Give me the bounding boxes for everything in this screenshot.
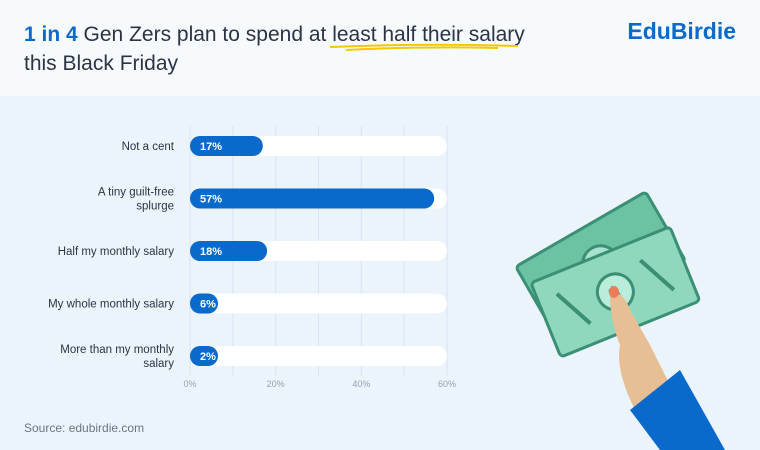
- bar-value-label: 2%: [200, 351, 216, 363]
- bar: [190, 346, 218, 366]
- category-label: More than my monthly salary: [60, 344, 174, 370]
- category-label: My whole monthly salary: [48, 299, 174, 311]
- title-text-end: this Black Friday: [24, 52, 179, 75]
- x-tick-label: 20%: [267, 379, 285, 389]
- bar: [190, 136, 263, 156]
- bar: [190, 293, 218, 314]
- bar-value-label: 17%: [200, 141, 222, 153]
- category-label: Not a cent: [122, 141, 175, 153]
- title-text: Gen Zers plan to spend at: [77, 23, 333, 46]
- underline-stroke: [330, 43, 519, 51]
- x-tick-label: 40%: [352, 379, 370, 389]
- title-highlight: 1 in 4: [24, 23, 78, 46]
- category-label: A tiny guilt-free splurge: [98, 187, 174, 213]
- bar-value-label: 6%: [200, 299, 216, 311]
- bar-track: [190, 346, 447, 366]
- title-underlined: least half their salary: [330, 20, 525, 51]
- bar: [190, 241, 268, 261]
- bar-track: [190, 293, 447, 314]
- bar-value-label: 18%: [200, 246, 222, 258]
- bar-value-label: 57%: [200, 194, 222, 206]
- title-underlined-text: least half their salary: [332, 23, 525, 46]
- source-note: Source: edubirdie.com: [24, 421, 145, 435]
- x-tick-label: 0%: [183, 379, 196, 389]
- page-title: 1 in 4 Gen Zers plan to spend at least h…: [24, 20, 584, 78]
- bar: [190, 188, 435, 209]
- edubirdie-logo[interactable]: EduBirdie: [627, 18, 736, 44]
- category-label: Half my monthly salary: [58, 246, 175, 258]
- money-hand-illustration: $ $: [515, 191, 725, 450]
- x-tick-label: 60%: [438, 379, 456, 389]
